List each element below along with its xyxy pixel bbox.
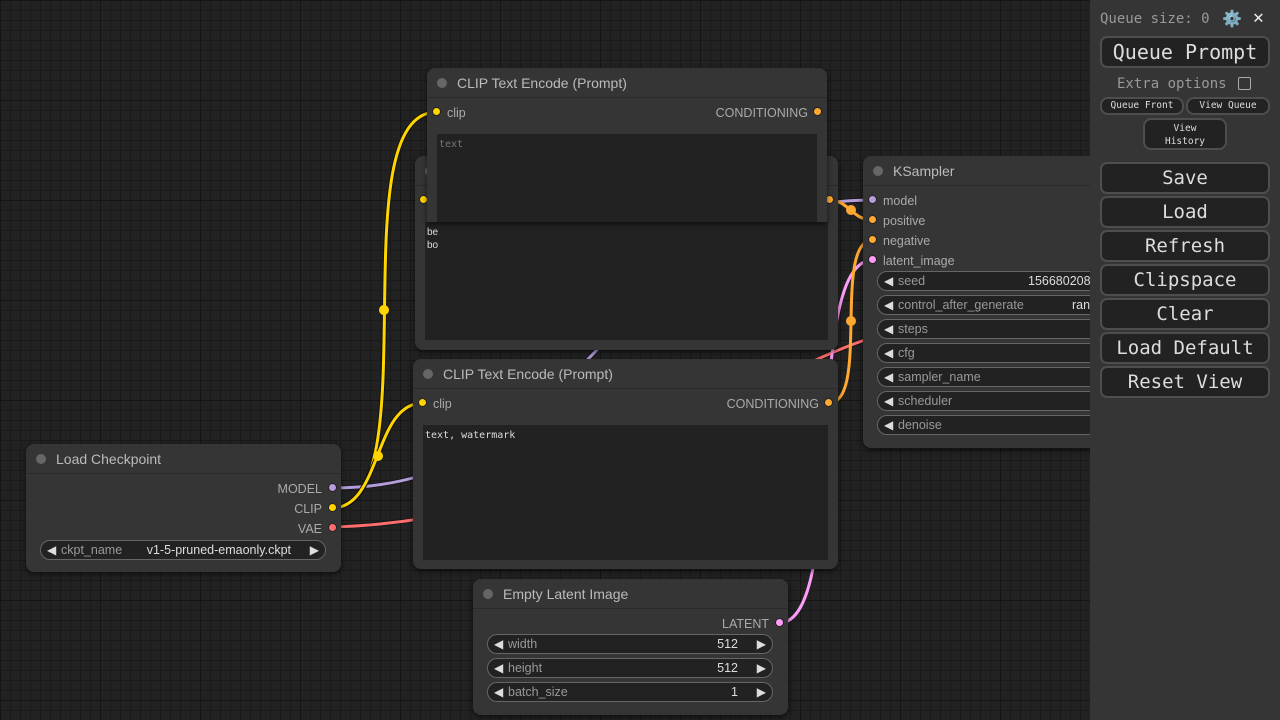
arrow-left-icon[interactable]: ◀	[494, 685, 504, 699]
text-line: bo	[427, 240, 439, 251]
node-title: CLIP Text Encode (Prompt)	[427, 68, 827, 98]
arrow-right-icon[interactable]: ▶	[309, 543, 319, 557]
close-icon[interactable]: ✕	[1253, 7, 1264, 28]
widget-value: 512	[717, 661, 738, 675]
widget-value: v1-5-pruned-emaonly.ckpt	[146, 543, 291, 557]
widget-name: cfg	[898, 346, 915, 360]
arrow-left-icon[interactable]: ◀	[884, 298, 894, 312]
model-input[interactable]: model	[883, 194, 918, 208]
widget-3[interactable]: ◀ cfg	[877, 343, 1123, 363]
widget-name: scheduler	[898, 394, 953, 408]
widget-value: ran	[1072, 298, 1091, 312]
widget-name: height	[508, 661, 543, 675]
widget-name: sampler_name	[898, 370, 981, 384]
arrow-left-icon[interactable]: ◀	[884, 322, 894, 336]
widget-4[interactable]: ◀ sampler_name	[877, 367, 1123, 387]
clip-text-encode-node-negative[interactable]: CLIP Text Encode (Prompt) clip CONDITION…	[413, 359, 838, 569]
arrow-right-icon[interactable]: ▶	[756, 637, 766, 651]
widget-5[interactable]: ◀ scheduler	[877, 391, 1123, 411]
text-line: be	[427, 227, 439, 238]
clip-input-label: clip	[447, 106, 466, 120]
widget-name: steps	[898, 322, 928, 336]
widget-0[interactable]: ◀ seed 156680208	[877, 271, 1123, 291]
widget-0[interactable]: ◀ width 512 ▶	[487, 634, 773, 654]
arrow-left-icon[interactable]: ◀	[884, 394, 894, 408]
view-queue-button[interactable]: View Queue	[1186, 97, 1270, 115]
save-button[interactable]: Save	[1100, 162, 1270, 194]
sidebar-menu: Queue size: 0 ⚙️ ✕ Queue Prompt Extra op…	[1090, 0, 1280, 720]
conditioning-output-label: CONDITIONING	[726, 397, 819, 411]
clip-output[interactable]: CLIP	[294, 502, 322, 516]
widget-name: control_after_generate	[898, 298, 1024, 312]
clip-text-encode-node-positive[interactable]: CLIP Text Encode (Prompt) clip CONDITION…	[427, 68, 827, 222]
conditioning-output-label: CONDITIONING	[715, 106, 808, 120]
prompt-textarea[interactable]: text, watermark	[423, 425, 828, 560]
reset-view-button[interactable]: Reset View	[1100, 366, 1270, 398]
clear-button[interactable]: Clear	[1100, 298, 1270, 330]
clipspace-button[interactable]: Clipspace	[1100, 264, 1270, 296]
widget-6[interactable]: ◀ denoise	[877, 415, 1123, 435]
widget-name: denoise	[898, 418, 942, 432]
queue-prompt-button[interactable]: Queue Prompt	[1100, 36, 1270, 68]
queue-size: Queue size: 0	[1100, 11, 1210, 27]
load-default-button[interactable]: Load Default	[1100, 332, 1270, 364]
arrow-left-icon[interactable]: ◀	[884, 418, 894, 432]
widget-2[interactable]: ◀ batch_size 1 ▶	[487, 682, 773, 702]
arrow-right-icon[interactable]: ▶	[756, 661, 766, 675]
empty-latent-image-node[interactable]: Empty Latent Image LATENT ◀ width 512 ▶ ◀ hei…	[473, 579, 788, 715]
view-history-button[interactable]: View History	[1143, 118, 1227, 150]
clip-input-dot[interactable]	[432, 107, 441, 116]
refresh-button[interactable]: Refresh	[1100, 230, 1270, 262]
arrow-left-icon[interactable]: ◀	[494, 637, 504, 651]
settings-icon[interactable]: ⚙️	[1222, 9, 1242, 28]
prompt-textarea[interactable]: be bo	[425, 222, 828, 340]
widget-2[interactable]: ◀ steps	[877, 319, 1123, 339]
widget-name: batch_size	[508, 685, 568, 699]
arrow-right-icon[interactable]: ▶	[756, 685, 766, 699]
clip-input-dot[interactable]	[418, 398, 427, 407]
positive-input[interactable]: positive	[883, 214, 926, 228]
arrow-left-icon[interactable]: ◀	[884, 346, 894, 360]
node-title: KSampler	[863, 156, 1123, 186]
ckpt-name-combo[interactable]: ◀ ckpt_name v1-5-pruned-emaonly.ckpt ▶	[40, 540, 326, 560]
widget-name: width	[508, 637, 538, 651]
negative-input[interactable]: negative	[883, 234, 931, 248]
node-title: CLIP Text Encode (Prompt)	[413, 359, 838, 389]
widget-value: 1	[731, 685, 738, 699]
prompt-textarea[interactable]: text	[437, 134, 817, 222]
arrow-left-icon[interactable]: ◀	[47, 543, 57, 557]
load-button[interactable]: Load	[1100, 196, 1270, 228]
widget-name: ckpt_name	[61, 543, 123, 557]
widget-value: 512	[717, 637, 738, 651]
widget-name: seed	[898, 274, 926, 288]
arrow-left-icon[interactable]: ◀	[494, 661, 504, 675]
widget-1[interactable]: ◀ height 512 ▶	[487, 658, 773, 678]
latent-output[interactable]: LATENT	[722, 617, 769, 631]
node-title: Empty Latent Image	[473, 579, 788, 609]
extra-options-checkbox[interactable]	[1238, 77, 1251, 90]
vae-output[interactable]: VAE	[297, 522, 322, 536]
model-output[interactable]: MODEL	[277, 482, 322, 496]
arrow-left-icon[interactable]: ◀	[884, 274, 894, 288]
widget-value: 156680208	[1028, 274, 1091, 288]
widget-1[interactable]: ◀ control_after_generate ran	[877, 295, 1123, 315]
clip-input-label: clip	[433, 397, 452, 411]
latent-image-input[interactable]: latent_image	[883, 254, 955, 268]
arrow-left-icon[interactable]: ◀	[884, 370, 894, 384]
conditioning-output-dot[interactable]	[813, 107, 822, 116]
node-title: Load Checkpoint	[26, 444, 341, 474]
load-checkpoint-node[interactable]: Load Checkpoint MODEL CLIP VAE ◀ ckpt_na…	[26, 444, 341, 572]
queue-front-button[interactable]: Queue Front	[1100, 97, 1184, 115]
conditioning-output-dot[interactable]	[824, 398, 833, 407]
ksampler-node[interactable]: KSampler model positive negative latent_…	[863, 156, 1123, 448]
extra-options-label: Extra options	[1117, 76, 1227, 92]
